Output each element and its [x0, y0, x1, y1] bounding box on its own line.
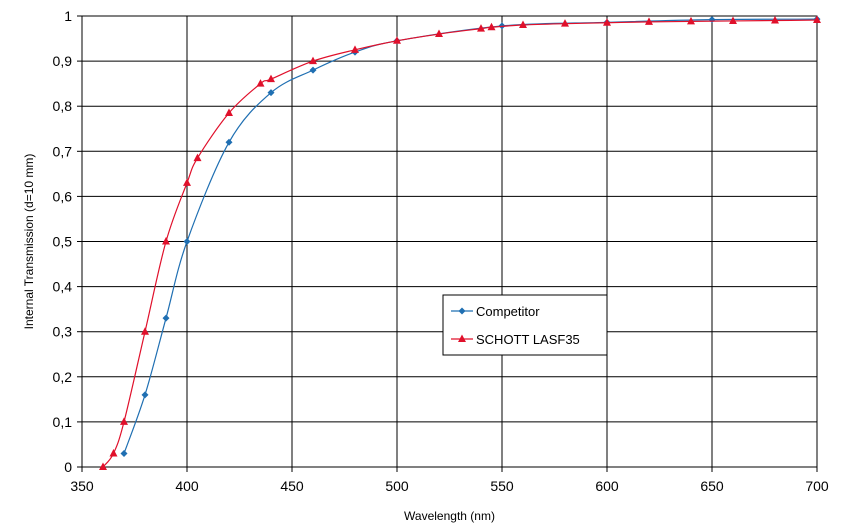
x-tick-label: 500 [385, 478, 409, 494]
x-tick-label: 450 [280, 478, 304, 494]
y-tick-label: 1 [64, 8, 72, 24]
data-point-competitor [267, 89, 275, 97]
series-competitor [120, 15, 821, 457]
y-tick-label: 0,4 [53, 279, 73, 295]
legend-item-schott-lasf35: SCHOTT LASF35 [451, 332, 580, 347]
y-tick-label: 0,3 [53, 324, 73, 340]
data-point-schott-lasf35 [645, 17, 653, 25]
y-tick-label: 0,2 [53, 369, 73, 385]
series-line-schott-lasf35 [102, 19, 818, 468]
data-point-schott-lasf35 [309, 56, 317, 65]
grid [81, 15, 818, 468]
series-line-competitor [123, 18, 818, 454]
data-point-schott-lasf35 [120, 417, 128, 425]
data-point-schott-lasf35 [477, 24, 485, 32]
legend: Competitor SCHOTT LASF35 [442, 294, 608, 356]
data-point-schott-lasf35 [162, 237, 170, 245]
legend-box [442, 294, 608, 356]
y-tick-label: 0,9 [53, 53, 73, 69]
data-point-schott-lasf35 [225, 108, 233, 116]
x-axis-ticks: 350 400 450 500 550 600 650 700 [70, 467, 829, 494]
y-tick-label: 0,8 [53, 98, 73, 114]
data-point-schott-lasf35 [193, 153, 202, 162]
x-axis-title: Wavelength (nm) [404, 509, 495, 523]
data-point-competitor [120, 449, 128, 457]
legend-marker [458, 307, 466, 315]
series-schott-lasf35 [99, 15, 821, 470]
data-point-schott-lasf35 [561, 19, 569, 27]
data-point-schott-lasf35 [729, 16, 737, 24]
y-tick-label: 0 [64, 459, 72, 475]
data-point-schott-lasf35 [519, 20, 527, 29]
data-point-schott-lasf35 [141, 327, 149, 335]
y-tick-label: 0,7 [53, 143, 73, 159]
data-point-schott-lasf35 [109, 448, 118, 457]
data-point-schott-lasf35 [351, 45, 359, 53]
x-tick-label: 400 [175, 478, 199, 494]
y-tick-label: 0,6 [53, 188, 73, 204]
data-point-competitor [708, 16, 716, 24]
legend-label: Competitor [476, 304, 540, 319]
data-point-competitor [309, 66, 317, 74]
data-point-schott-lasf35 [687, 16, 695, 25]
y-tick-label: 0,5 [53, 234, 73, 250]
y-axis-ticks: 0 0,1 0,2 0,3 0,4 0,5 0,6 0,7 0,8 0,9 1 [53, 8, 82, 475]
legend-label: SCHOTT LASF35 [476, 332, 580, 347]
x-tick-label: 350 [70, 478, 94, 494]
data-point-schott-lasf35 [435, 29, 443, 38]
data-point-competitor [225, 138, 233, 146]
data-point-schott-lasf35 [487, 22, 496, 31]
y-tick-label: 0,1 [53, 414, 73, 430]
data-point-schott-lasf35 [393, 36, 401, 44]
data-point-competitor [183, 238, 191, 245]
data-point-schott-lasf35 [771, 16, 779, 24]
data-point-schott-lasf35 [99, 462, 107, 470]
data-point-schott-lasf35 [256, 79, 265, 87]
x-tick-label: 700 [805, 478, 829, 494]
legend-item-competitor: Competitor [451, 304, 540, 319]
y-axis-title: Internal Transmission (d=10 mm) [22, 154, 36, 330]
data-point-competitor [141, 391, 149, 399]
data-point-schott-lasf35 [813, 15, 821, 24]
data-point-schott-lasf35 [183, 178, 191, 186]
x-tick-label: 600 [595, 478, 619, 494]
legend-marker [458, 334, 466, 342]
data-point-competitor [162, 314, 170, 322]
x-tick-label: 550 [490, 478, 514, 494]
x-tick-label: 650 [700, 478, 724, 494]
data-point-schott-lasf35 [603, 18, 611, 26]
data-point-schott-lasf35 [267, 74, 275, 83]
series-group [99, 15, 821, 470]
